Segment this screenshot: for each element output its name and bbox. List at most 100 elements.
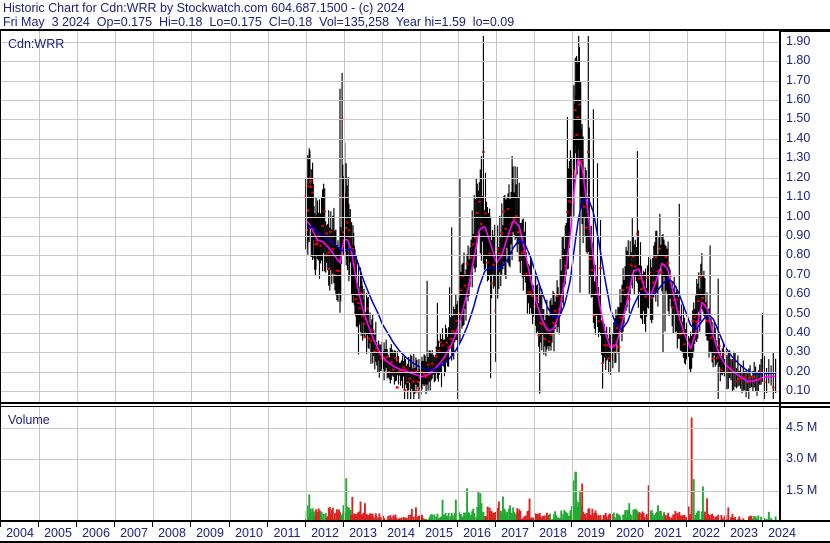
gridline-vertical: [611, 407, 612, 522]
frame-bottom-border: [0, 520, 830, 522]
gridline-vertical: [39, 407, 40, 522]
gridline-vertical: [649, 407, 650, 522]
gridline-vertical: [687, 31, 688, 402]
x-axis-label-2008: 2008: [158, 526, 186, 540]
x-axis-label-2006: 2006: [82, 526, 110, 540]
price-axis-label: 0.70: [786, 267, 811, 281]
gridline-vertical: [191, 31, 192, 402]
gridline-vertical: [420, 407, 421, 522]
x-axis-tick: [76, 522, 77, 527]
gridline-vertical: [153, 31, 154, 402]
x-axis-tick: [152, 522, 153, 527]
price-pane-label: Cdn:WRR: [8, 37, 65, 51]
volume-axis-label: 3.0 M: [786, 451, 818, 465]
gridline-vertical: [191, 407, 192, 522]
price-axis-label: 1.70: [786, 73, 811, 87]
outlier-print: [315, 242, 319, 245]
x-axis-tick: [724, 522, 725, 527]
gridline-horizontal: [1, 81, 779, 82]
gridline-vertical: [382, 407, 383, 522]
x-axis-label-2019: 2019: [577, 526, 605, 540]
x-axis-label-2022: 2022: [692, 526, 720, 540]
gridline-horizontal: [1, 428, 779, 429]
gridline-horizontal: [1, 314, 779, 315]
x-axis-tick: [190, 522, 191, 527]
header-quote-line: Fri May 3 2024 Op=0.175 Hi=0.18 Lo=0.175…: [3, 15, 515, 29]
price-axis-label: 1.10: [786, 189, 811, 203]
x-axis-tick: [686, 522, 687, 527]
price-axis-label: 0.40: [786, 325, 811, 339]
x-axis-label-2023: 2023: [730, 526, 758, 540]
gridline-vertical: [420, 31, 421, 402]
price-axis-label: 0.10: [786, 383, 811, 397]
outlier-print: [309, 180, 312, 183]
chart-header: Historic Chart for Cdn:WRR by Stockwatch…: [0, 0, 830, 31]
x-axis-tick: [381, 522, 382, 527]
gridline-horizontal: [1, 275, 779, 276]
gridline-vertical: [763, 31, 764, 402]
x-axis: 2004 2005 2006 2007 2008 2009 2010 2011 2012 2013…: [0, 522, 830, 543]
price-axis-label: 0.50: [786, 306, 811, 320]
x-axis-tick: [419, 522, 420, 527]
x-axis-label-2013: 2013: [349, 526, 377, 540]
outlier-print: [363, 335, 367, 339]
gridline-vertical: [115, 407, 116, 522]
gridline-horizontal: [1, 372, 779, 373]
gridline-vertical: [496, 31, 497, 402]
gridline-vertical: [687, 407, 688, 522]
gridline-vertical: [725, 31, 726, 402]
gridline-vertical: [611, 31, 612, 402]
x-axis-label-2012: 2012: [311, 526, 339, 540]
x-axis-tick: [648, 522, 649, 527]
price-axis-label: 0.90: [786, 228, 811, 242]
gridline-vertical: [77, 407, 78, 522]
gridline-vertical: [458, 31, 459, 402]
price-axis-label: 0.30: [786, 344, 811, 358]
x-axis-label-2007: 2007: [120, 526, 148, 540]
volume-series-svg: [1, 417, 779, 522]
price-axis-label: 1.20: [786, 170, 811, 184]
price-axis-label: 1.30: [786, 150, 811, 164]
price-axis-label: 1.00: [786, 209, 811, 223]
outlier-print: [306, 209, 310, 212]
price-axis-label: 1.90: [786, 34, 811, 48]
gridline-horizontal: [1, 352, 779, 353]
x-axis-tick: [495, 522, 496, 527]
price-axis-label: 1.60: [786, 92, 811, 106]
price-axis-label: 1.50: [786, 111, 811, 125]
x-axis-tick: [457, 522, 458, 527]
x-axis-label-2005: 2005: [44, 526, 72, 540]
price-axis-label: 0.80: [786, 247, 811, 261]
x-axis-label-2024: 2024: [768, 526, 796, 540]
x-axis-label-2020: 2020: [616, 526, 644, 540]
gridline-vertical: [230, 407, 231, 522]
gridline-horizontal: [1, 236, 779, 237]
gridline-vertical: [649, 31, 650, 402]
gridline-vertical: [39, 31, 40, 402]
price-axis-label: 1.40: [786, 131, 811, 145]
x-axis-tick: [571, 522, 572, 527]
gridline-horizontal: [1, 459, 779, 460]
x-axis-tick: [0, 522, 1, 527]
gridline-vertical: [268, 31, 269, 402]
frame-left-border: [0, 31, 1, 522]
gridline-vertical: [496, 407, 497, 522]
gridline-vertical: [344, 31, 345, 402]
gridline-vertical: [763, 407, 764, 522]
moving-average-fast: [305, 157, 776, 383]
x-axis-tick: [267, 522, 268, 527]
price-axis-label: 1.80: [786, 53, 811, 67]
price-axis-separator: [779, 31, 781, 522]
gridline-horizontal: [1, 333, 779, 334]
x-axis-label-2021: 2021: [654, 526, 682, 540]
x-axis-label-2017: 2017: [501, 526, 529, 540]
gridline-horizontal: [1, 178, 779, 179]
gridline-vertical: [230, 31, 231, 402]
outlier-print: [403, 389, 407, 392]
gridline-horizontal: [1, 255, 779, 256]
gridline-vertical: [534, 407, 535, 522]
gridline-horizontal: [1, 139, 779, 140]
x-axis-bottom-border: [0, 541, 830, 543]
gridline-vertical: [153, 407, 154, 522]
